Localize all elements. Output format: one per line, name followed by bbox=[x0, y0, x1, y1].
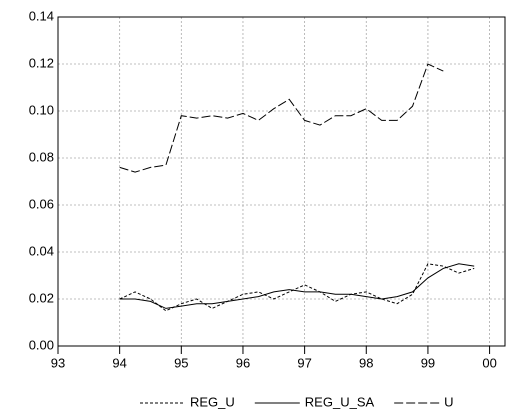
y-tick-label: 0.02 bbox=[29, 290, 54, 305]
y-tick-label: 0.14 bbox=[29, 8, 54, 23]
y-tick-label: 0.12 bbox=[29, 55, 54, 70]
y-tick-label: 0.04 bbox=[29, 243, 54, 258]
x-tick-label: 95 bbox=[174, 355, 188, 370]
x-tick-label: 96 bbox=[236, 355, 250, 370]
x-tick-label: 98 bbox=[359, 355, 373, 370]
x-tick-label: 00 bbox=[482, 355, 496, 370]
plot-frame bbox=[57, 16, 506, 347]
y-tick-label: 0.10 bbox=[29, 102, 54, 117]
legend-label: REG_U_SA bbox=[305, 394, 375, 409]
series-line bbox=[119, 263, 475, 309]
x-tick-label: 93 bbox=[51, 355, 65, 370]
x-tick-label: 94 bbox=[112, 355, 126, 370]
y-tick-label: 0.08 bbox=[29, 149, 54, 164]
series-line bbox=[119, 63, 444, 173]
y-tick-label: 0.06 bbox=[29, 196, 54, 211]
y-tick-label: 0.00 bbox=[29, 337, 54, 352]
x-tick-label: 97 bbox=[297, 355, 311, 370]
x-tick-label: 99 bbox=[421, 355, 435, 370]
series-line bbox=[119, 263, 475, 312]
legend-label: REG_U bbox=[190, 394, 235, 409]
legend-label: U bbox=[444, 394, 453, 409]
